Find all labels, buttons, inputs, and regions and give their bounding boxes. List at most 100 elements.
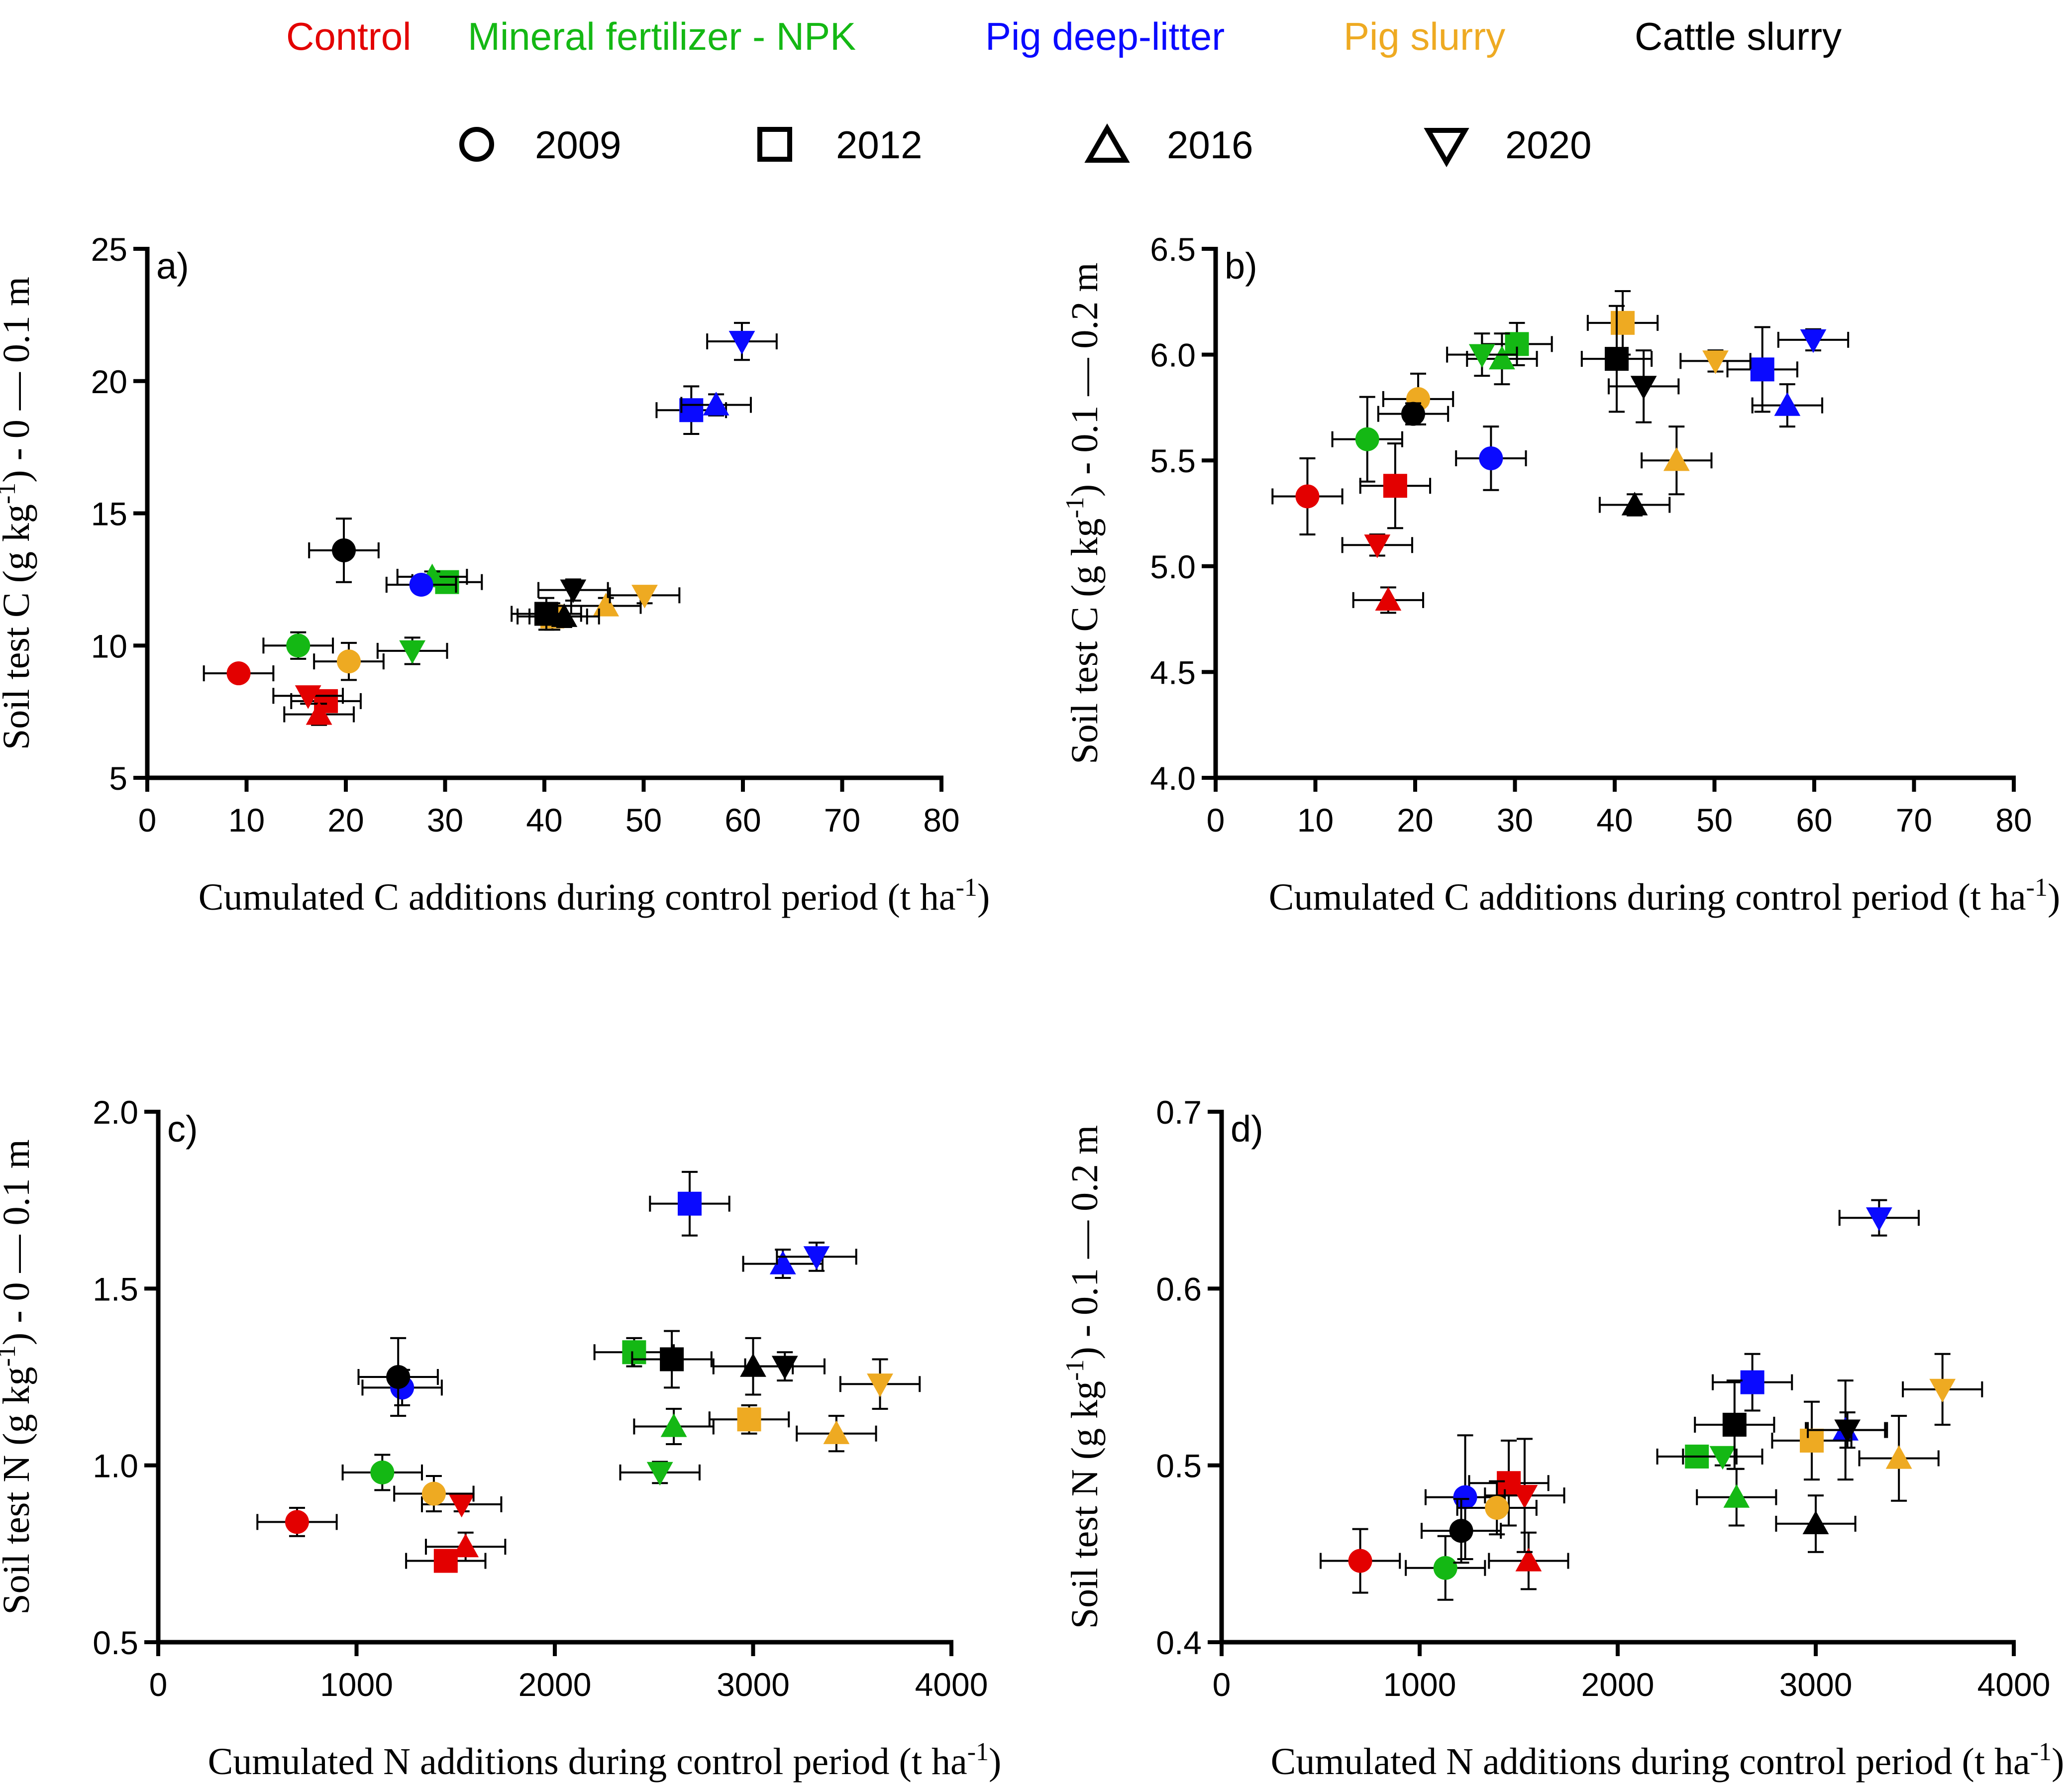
- marker-triangle-down: [646, 1462, 673, 1486]
- data-point-cs-2020: [537, 578, 609, 604]
- y-axis-title: Soil test C (g kg-1) - 0 — 0.1 m: [0, 277, 37, 750]
- marker-circle: [1453, 1485, 1477, 1509]
- marker-circle: [286, 633, 311, 658]
- marker-triangle-down: [1834, 1419, 1861, 1443]
- marker-triangle-up: [1723, 1484, 1750, 1508]
- data-point-cs-2016: [1775, 1494, 1857, 1553]
- marker-triangle-down: [771, 1356, 798, 1380]
- marker-circle: [1433, 1556, 1457, 1580]
- legend-year-2012: 2012: [836, 123, 923, 167]
- data-point-control-2009: [203, 661, 275, 686]
- marker-square: [433, 1549, 458, 1573]
- marker-triangle-up: [1802, 1510, 1829, 1535]
- data-point-cs-2012: [1580, 305, 1653, 413]
- data-point-npk-2009: [341, 1454, 423, 1491]
- data-point-cs-2020: [744, 1351, 826, 1382]
- y-tick-label: 10: [91, 628, 127, 664]
- data-point-control-2009: [1320, 1528, 1401, 1594]
- marker-circle: [409, 573, 433, 597]
- marker-triangle-down: [448, 1493, 475, 1518]
- x-tick-label: 60: [1796, 802, 1832, 839]
- data-point-pdl-2012: [1712, 1353, 1793, 1412]
- x-axis-title: Cumulated N additions during control per…: [1271, 1738, 2065, 1783]
- data-point-pdl-2012: [655, 385, 727, 435]
- marker-square: [679, 398, 704, 422]
- data-point-cs-2009: [308, 518, 380, 583]
- data-point-ps-2020: [609, 585, 681, 609]
- data-point-control-2016: [424, 1531, 507, 1562]
- y-tick-label: 4.0: [1150, 760, 1196, 797]
- marker-triangle-down: [631, 585, 658, 609]
- data-point-ps-2009: [313, 641, 385, 681]
- marker-square: [737, 1407, 761, 1432]
- marker-square: [622, 1340, 646, 1365]
- x-axis-title: Cumulated N additions during control per…: [208, 1738, 1002, 1783]
- data-point-npk-2009: [1331, 396, 1403, 483]
- data-point-control-2020: [421, 1493, 503, 1518]
- marker-triangle-down: [1929, 1378, 1956, 1403]
- y-tick-label: 0.7: [1156, 1094, 1202, 1131]
- y-tick-label: 20: [91, 363, 127, 400]
- marker-square: [1722, 1412, 1747, 1437]
- marker-triangle-up: [1885, 1445, 1912, 1469]
- marker-triangle-up: [551, 603, 578, 627]
- marker-triangle-up: [703, 392, 729, 416]
- marker-triangle-down: [1630, 376, 1657, 400]
- x-tick-label: 3000: [717, 1666, 790, 1703]
- marker-triangle-down: [1800, 329, 1827, 353]
- data-point-pdl-2012: [649, 1170, 730, 1237]
- chart-panel-d: 0 1000 2000 3000 4000 0.4 0.5 0.6 0.7 d) Cumulated…: [1061, 1094, 2065, 1783]
- marker-square: [660, 1347, 684, 1371]
- marker-circle: [1295, 484, 1320, 509]
- marker-square: [1740, 1370, 1764, 1394]
- y-tick-label: 6.5: [1150, 231, 1196, 268]
- x-tick-label: 2000: [518, 1666, 592, 1703]
- marker-square: [1611, 311, 1635, 335]
- panel-label: d): [1231, 1108, 1263, 1150]
- marker-triangle-down: [1364, 534, 1391, 558]
- marker-triangle-up: [823, 1420, 850, 1444]
- marker-circle: [386, 1365, 411, 1389]
- marker-triangle-down: [1865, 1207, 1892, 1231]
- legend-control: Control: [286, 14, 411, 58]
- y-tick-label: 5: [109, 760, 127, 797]
- marker-circle: [1485, 1495, 1509, 1520]
- data-point-control-2020: [1341, 533, 1413, 558]
- x-tick-label: 10: [228, 802, 265, 839]
- data-point-ps-2009: [393, 1475, 475, 1513]
- x-tick-label: 80: [1995, 802, 2032, 839]
- y-axis-title: Soil test C (g kg-1) - 0.1 — 0.2 m: [1061, 262, 1106, 764]
- data-point-control-2016: [283, 701, 355, 726]
- y-tick-label: 4.5: [1150, 654, 1196, 691]
- marker-circle: [370, 1460, 395, 1484]
- data-point-ps-2020: [839, 1358, 921, 1410]
- marker-triangle-up: [740, 1353, 766, 1377]
- data-point-control-2009: [1271, 457, 1344, 536]
- marker-triangle-down: [1511, 1484, 1538, 1509]
- y-axis-title: Soil test N (g kg-1) - 0 — 0.1 m: [0, 1139, 37, 1614]
- x-tick-label: 10: [1297, 802, 1334, 839]
- x-axis-title: Cumulated C additions during control per…: [199, 873, 990, 919]
- y-tick-label: 0.6: [1156, 1270, 1202, 1307]
- marker-triangle-down: [1468, 344, 1495, 368]
- data-point-ps-2012: [708, 1404, 790, 1435]
- x-tick-label: 1000: [1383, 1666, 1456, 1703]
- x-tick-label: 0: [138, 802, 157, 839]
- x-tick-label: 0: [149, 1666, 168, 1703]
- x-tick-label: 40: [1596, 802, 1633, 839]
- x-tick-label: 4000: [1977, 1666, 2051, 1703]
- data-point-ps-2016: [1641, 425, 1713, 496]
- marker-circle: [421, 1481, 446, 1506]
- x-tick-label: 70: [824, 802, 860, 839]
- chart-panel-a: 0 10 20 30 40 50 60 70 80 5 10 15 20 25 a) Cumulated C …: [0, 231, 990, 918]
- x-tick-label: 30: [427, 802, 463, 839]
- y-tick-label: 0.4: [1156, 1624, 1202, 1661]
- data-point-control-2020: [272, 685, 344, 709]
- data-point-cs-2009: [1377, 402, 1450, 426]
- marker-circle: [1348, 1549, 1372, 1573]
- marker-square: [677, 1191, 702, 1216]
- y-tick-label: 5.5: [1150, 442, 1196, 479]
- marker-circle: [336, 649, 361, 674]
- chart-panel-c: 0 1000 2000 3000 4000 0.5 1.0 1.5 2.0 c) Cumulated…: [0, 1094, 1001, 1783]
- data-point-control-2016: [1352, 586, 1425, 614]
